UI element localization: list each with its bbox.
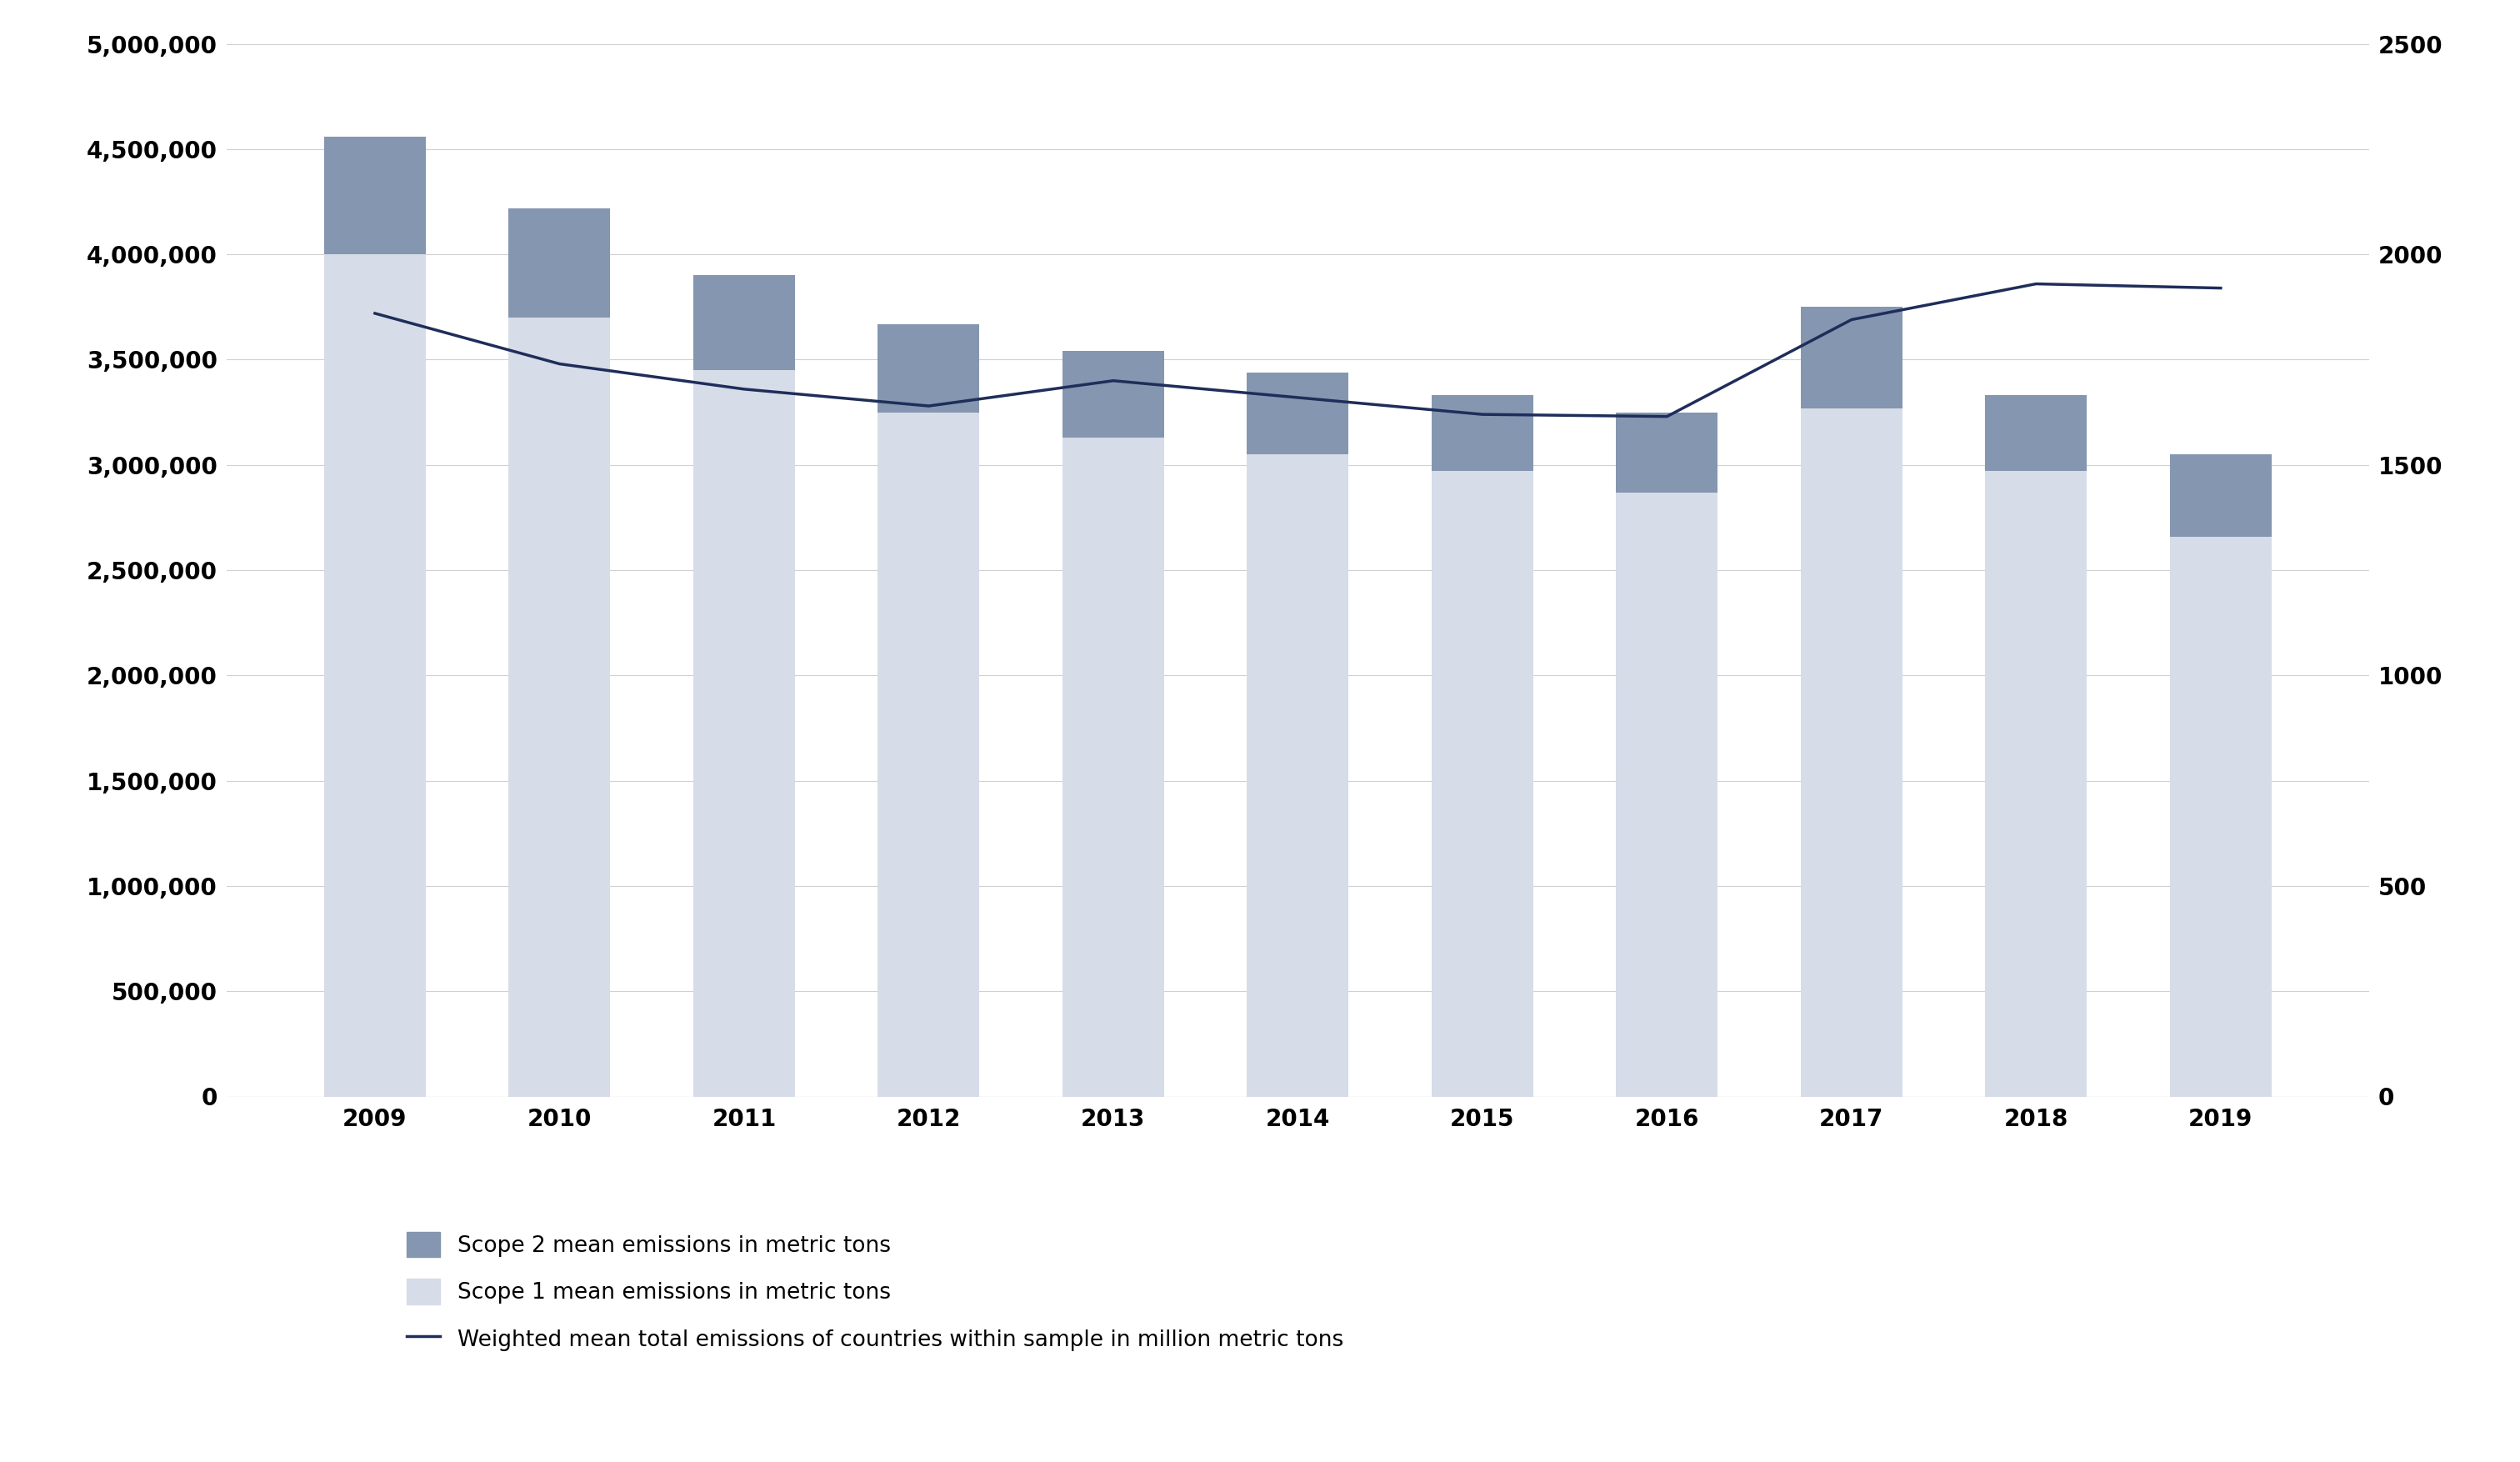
Bar [509,317,610,1096]
Bar [1247,373,1348,455]
Bar [2170,537,2271,1096]
Bar [509,208,610,317]
Bar [1063,351,1164,437]
Bar [877,412,980,1096]
Bar [1431,395,1532,471]
Bar [325,136,426,254]
Bar [1615,412,1719,493]
Bar [1615,493,1719,1096]
Bar [877,325,980,412]
Bar [1431,471,1532,1096]
Bar [1986,471,2087,1096]
Bar [693,275,794,370]
Bar [1247,455,1348,1096]
Bar [693,370,794,1096]
Bar [1802,307,1903,408]
Bar [325,254,426,1096]
Bar [1802,408,1903,1096]
Bar [2170,455,2271,537]
Legend: Scope 2 mean emissions in metric tons, Scope 1 mean emissions in metric tons, We: Scope 2 mean emissions in metric tons, S… [398,1222,1353,1361]
Bar [1063,437,1164,1096]
Bar [1986,395,2087,471]
